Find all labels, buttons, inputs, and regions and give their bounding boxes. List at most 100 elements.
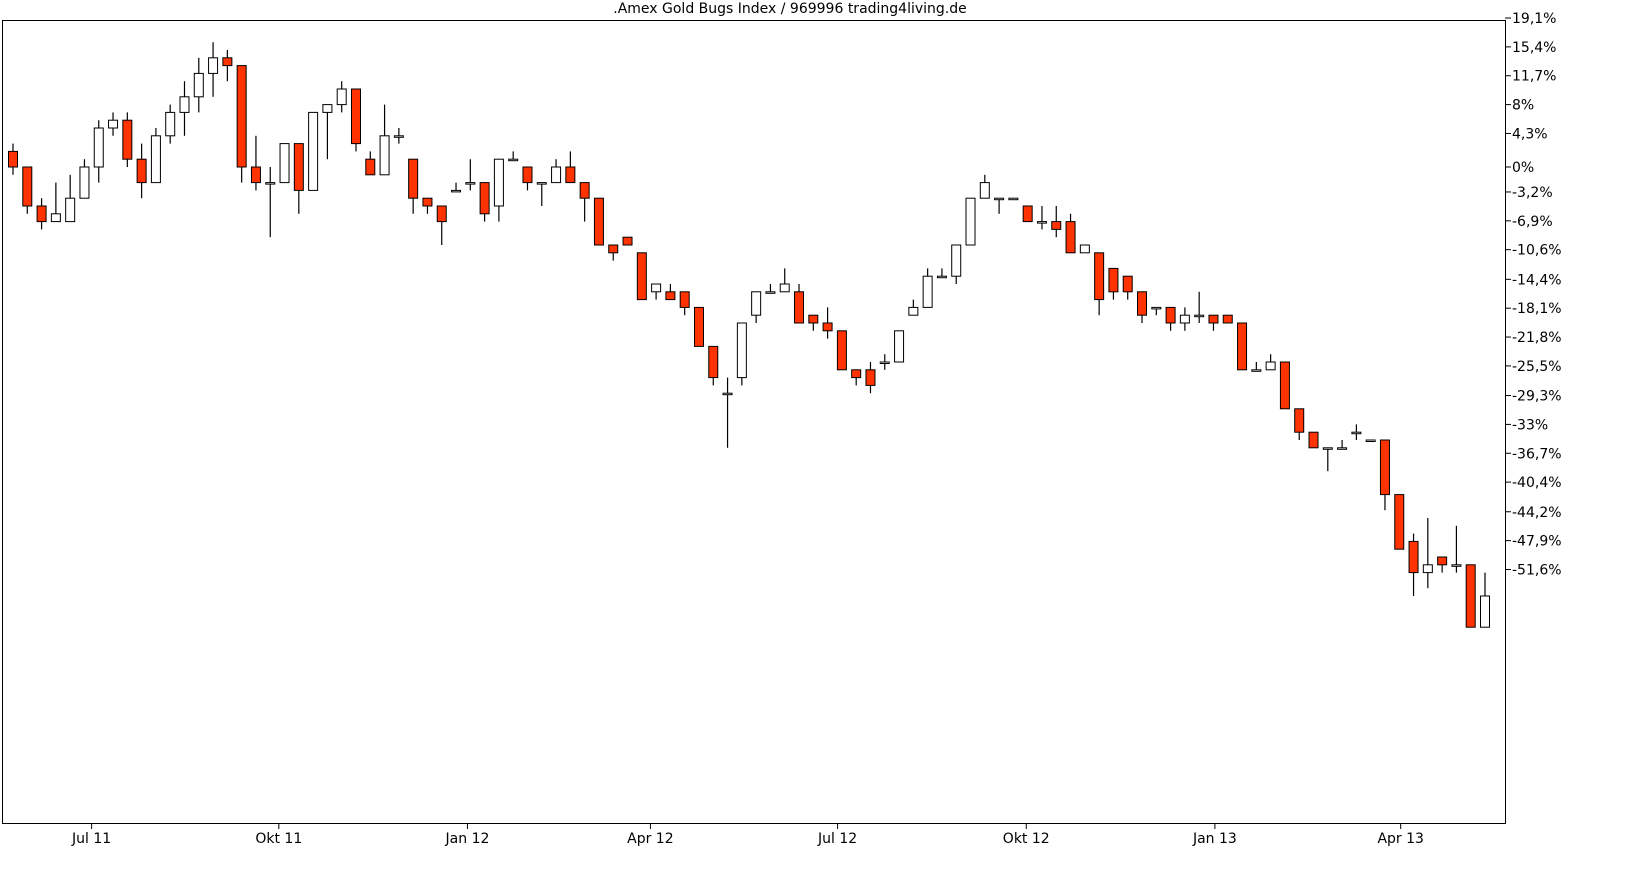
candle xyxy=(350,88,361,152)
candle xyxy=(608,244,619,261)
candle-body-down xyxy=(136,158,147,184)
y-tick-label: -21,8% xyxy=(1512,330,1562,346)
candle xyxy=(865,362,876,394)
candle-body-up xyxy=(465,182,476,185)
candle xyxy=(122,112,133,167)
candle-body-up xyxy=(1079,244,1090,254)
candle xyxy=(1422,518,1433,589)
y-tick-label: 19,1% xyxy=(1512,11,1556,27)
candle-body-down xyxy=(293,143,304,191)
plot-frame xyxy=(2,20,1506,824)
candle-body-up xyxy=(179,96,190,113)
candle-body-up xyxy=(536,182,547,185)
candle-body-down xyxy=(8,150,18,168)
candle-body-up xyxy=(1451,564,1462,567)
candle-body-down xyxy=(593,197,604,246)
candles-layer xyxy=(8,42,1490,628)
candle xyxy=(1222,314,1233,324)
candle xyxy=(365,151,376,176)
candle xyxy=(994,197,1005,214)
candle xyxy=(108,112,119,136)
candle-body-up xyxy=(1480,595,1490,628)
candle xyxy=(565,151,576,184)
candle-body-up xyxy=(379,135,390,176)
candle xyxy=(436,205,447,245)
candle-body-up xyxy=(279,143,290,184)
candle-body-up xyxy=(765,291,776,294)
candle-body-down xyxy=(865,369,876,386)
y-tick-label: -29,3% xyxy=(1512,389,1562,405)
candle xyxy=(336,81,347,113)
y-tick-label: -10,6% xyxy=(1512,243,1562,259)
candle-body-up xyxy=(965,197,976,246)
candle-body-up xyxy=(1008,197,1019,201)
candle xyxy=(1308,431,1319,449)
candle-body-down xyxy=(1379,439,1390,496)
y-tick-label: 15,4% xyxy=(1512,40,1556,56)
candle-body-up xyxy=(951,244,962,277)
candle xyxy=(1265,354,1276,371)
candle-body-up xyxy=(165,111,176,137)
x-tick-label: Okt 12 xyxy=(1003,831,1050,847)
candle-body-down xyxy=(822,322,833,332)
candle xyxy=(1094,252,1105,316)
y-tick-label: -3,2% xyxy=(1512,185,1553,201)
candle xyxy=(1065,213,1076,254)
candle xyxy=(851,369,862,386)
candle xyxy=(1351,424,1362,440)
candle xyxy=(1279,361,1290,410)
candle-body-down xyxy=(679,291,690,308)
candle-body-down xyxy=(350,88,361,145)
candle-body-down xyxy=(1408,540,1419,574)
candle-body-up xyxy=(979,182,990,199)
candle xyxy=(279,143,290,184)
candle xyxy=(208,42,219,97)
candle xyxy=(593,197,604,246)
candle-body-down xyxy=(36,205,47,223)
candle-body-up xyxy=(651,283,662,293)
candle-body-down xyxy=(1022,205,1033,223)
candle xyxy=(1322,447,1333,472)
candle-body-down xyxy=(1308,431,1319,449)
candle-body-down xyxy=(1165,306,1176,324)
candle-body-up xyxy=(79,166,90,199)
x-tick-label: Jul 12 xyxy=(817,831,857,847)
candle-body-down xyxy=(222,57,233,67)
candle xyxy=(751,291,762,323)
y-tick-label: -36,7% xyxy=(1512,446,1562,462)
y-tick-label: 4,3% xyxy=(1512,126,1548,142)
candle-body-down xyxy=(665,291,676,301)
candle-body-down xyxy=(1108,267,1119,293)
candle-body-up xyxy=(193,72,204,98)
candle-body-down xyxy=(1065,221,1076,254)
candle-body-down xyxy=(708,345,719,379)
candle xyxy=(8,143,18,175)
candle-body-down xyxy=(365,158,376,176)
candle-body-down xyxy=(22,166,33,207)
candle xyxy=(979,174,990,199)
candle xyxy=(579,182,590,222)
candle xyxy=(1165,306,1176,331)
candle-body-down xyxy=(479,182,490,215)
candle-body-up xyxy=(208,57,219,74)
candle xyxy=(1379,439,1390,511)
candle-body-up xyxy=(1365,439,1376,442)
y-tick-label: -33% xyxy=(1512,417,1548,433)
candle-body-up xyxy=(65,197,76,223)
candle xyxy=(136,143,147,199)
candle xyxy=(479,182,490,222)
candle xyxy=(808,314,819,331)
candle-body-up xyxy=(493,158,504,207)
candle-body-up xyxy=(1251,369,1262,372)
candle-body-down xyxy=(1222,314,1233,324)
candle xyxy=(1051,206,1062,238)
candle xyxy=(1036,206,1047,230)
candle xyxy=(508,151,519,162)
candle-body-up xyxy=(1194,314,1205,318)
candle xyxy=(422,197,433,214)
x-tick-label: Jan 12 xyxy=(445,831,490,847)
candle xyxy=(1394,494,1405,550)
y-tick-label: -25,5% xyxy=(1512,359,1562,375)
candle xyxy=(1337,440,1348,450)
candle-body-down xyxy=(636,252,647,301)
